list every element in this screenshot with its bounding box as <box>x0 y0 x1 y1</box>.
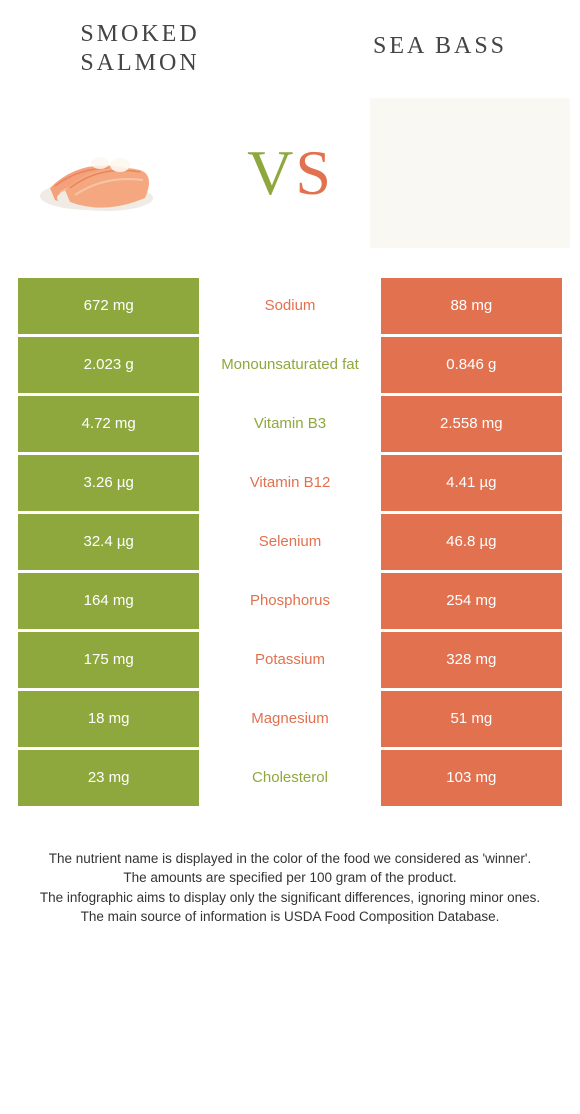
table-row: 2.023 g Monounsaturated fat 0.846 g <box>18 337 562 393</box>
table-row: 18 mg Magnesium 51 mg <box>18 691 562 747</box>
right-value: 2.558 mg <box>381 396 562 452</box>
comparison-table: 672 mg Sodium 88 mg 2.023 g Monounsatura… <box>0 278 580 806</box>
footer-line: The nutrient name is displayed in the co… <box>12 849 568 869</box>
right-value: 254 mg <box>381 573 562 629</box>
right-value: 46.8 µg <box>381 514 562 570</box>
left-value: 672 mg <box>18 278 199 334</box>
right-value: 4.41 µg <box>381 455 562 511</box>
header: SMOKED SALMON SEA BASS <box>0 0 580 88</box>
right-value: 0.846 g <box>381 337 562 393</box>
left-title-line1: SMOKED <box>80 21 199 47</box>
vs-label: VS <box>247 136 333 210</box>
nutrient-label: Potassium <box>199 632 380 688</box>
left-food-title: SMOKED SALMON <box>40 20 240 78</box>
left-value: 32.4 µg <box>18 514 199 570</box>
nutrient-label: Cholesterol <box>199 750 380 806</box>
left-title-line2: SALMON <box>80 50 199 76</box>
nutrient-label: Phosphorus <box>199 573 380 629</box>
nutrient-label: Vitamin B12 <box>199 455 380 511</box>
table-row: 4.72 mg Vitamin B3 2.558 mg <box>18 396 562 452</box>
footer-notes: The nutrient name is displayed in the co… <box>0 809 580 927</box>
footer-line: The amounts are specified per 100 gram o… <box>12 868 568 888</box>
images-row: VS <box>0 88 580 278</box>
left-value: 2.023 g <box>18 337 199 393</box>
table-row: 175 mg Potassium 328 mg <box>18 632 562 688</box>
salmon-icon <box>30 118 190 228</box>
right-value: 328 mg <box>381 632 562 688</box>
footer-line: The infographic aims to display only the… <box>12 888 568 908</box>
table-row: 672 mg Sodium 88 mg <box>18 278 562 334</box>
table-row: 23 mg Cholesterol 103 mg <box>18 750 562 806</box>
right-value: 103 mg <box>381 750 562 806</box>
left-value: 23 mg <box>18 750 199 806</box>
vs-s: S <box>295 137 333 208</box>
nutrient-label: Sodium <box>199 278 380 334</box>
right-value: 51 mg <box>381 691 562 747</box>
right-title: SEA BASS <box>373 33 507 59</box>
left-value: 18 mg <box>18 691 199 747</box>
table-row: 3.26 µg Vitamin B12 4.41 µg <box>18 455 562 511</box>
left-value: 3.26 µg <box>18 455 199 511</box>
nutrient-label: Magnesium <box>199 691 380 747</box>
left-food-image <box>10 98 210 248</box>
nutrient-label: Vitamin B3 <box>199 396 380 452</box>
nutrient-label: Selenium <box>199 514 380 570</box>
right-food-title: SEA BASS <box>340 32 540 78</box>
table-row: 32.4 µg Selenium 46.8 µg <box>18 514 562 570</box>
left-value: 164 mg <box>18 573 199 629</box>
footer-line: The main source of information is USDA F… <box>12 907 568 927</box>
right-food-image <box>370 98 570 248</box>
nutrient-label: Monounsaturated fat <box>199 337 380 393</box>
left-value: 4.72 mg <box>18 396 199 452</box>
right-value: 88 mg <box>381 278 562 334</box>
table-row: 164 mg Phosphorus 254 mg <box>18 573 562 629</box>
left-value: 175 mg <box>18 632 199 688</box>
vs-v: V <box>247 137 295 208</box>
